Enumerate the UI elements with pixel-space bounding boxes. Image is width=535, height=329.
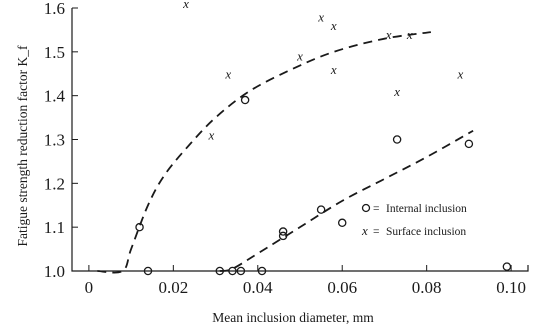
y-tick-label: 1.0 bbox=[44, 262, 65, 281]
internal-inclusion-point bbox=[135, 222, 144, 232]
legend-surface-label: Surface inclusion bbox=[386, 226, 466, 238]
x-tick-label: 0.04 bbox=[243, 278, 273, 297]
internal-inclusion-point bbox=[464, 139, 474, 149]
y-axis-title: Fatigue strength reduction factor K_f bbox=[15, 45, 30, 246]
axis-ticks: 1.0 1.1 1.2 1.3 1.4 1.5 1.6 0 0.02 0.04 0.06 0.08 0.… bbox=[44, 0, 526, 297]
surface-inclusion-point: x bbox=[317, 9, 324, 24]
internal-inclusion-point bbox=[215, 266, 225, 276]
surface-inclusion-point: x bbox=[406, 27, 413, 42]
x-axis-title: Mean inclusion diameter, mm bbox=[212, 310, 374, 325]
internal-inclusion-point bbox=[392, 135, 402, 144]
surface-inclusion-point: x bbox=[207, 128, 214, 143]
x-tick-label: 0 bbox=[85, 278, 94, 297]
y-tick-label: 1.1 bbox=[44, 218, 65, 237]
internal-inclusion-point bbox=[240, 95, 250, 105]
x-tick-label: 0.10 bbox=[496, 278, 526, 297]
internal-inclusion-point bbox=[278, 227, 288, 236]
legend-surface-equals: = bbox=[373, 226, 380, 238]
legend-internal-marker bbox=[361, 203, 371, 213]
y-tick-label: 1.2 bbox=[44, 174, 65, 193]
internal-inclusion-point bbox=[143, 266, 153, 276]
trend-curve bbox=[219, 129, 474, 272]
internal-inclusion-point bbox=[316, 205, 326, 214]
trend-curves bbox=[97, 31, 474, 274]
surface-inclusion-point: x bbox=[330, 18, 337, 33]
y-tick-label: 1.6 bbox=[44, 0, 65, 18]
internal-inclusion-point bbox=[236, 266, 246, 276]
trend-curve bbox=[97, 31, 432, 274]
internal-inclusion-point bbox=[502, 262, 512, 271]
surface-inclusion-point: x bbox=[457, 66, 464, 81]
surface-inclusion-point: x bbox=[224, 66, 231, 81]
surface-inclusion-point: x bbox=[182, 0, 189, 11]
legend-surface-marker: x bbox=[361, 223, 368, 238]
legend-internal-equals: = bbox=[373, 203, 380, 215]
y-tick-label: 1.3 bbox=[44, 131, 65, 150]
surface-inclusion-point: x bbox=[330, 62, 337, 77]
x-tick-label: 0.02 bbox=[158, 278, 188, 297]
x-tick-label: 0.08 bbox=[412, 278, 442, 297]
legend-internal-label: Internal inclusion bbox=[386, 203, 467, 215]
y-tick-label: 1.5 bbox=[44, 43, 65, 62]
x-tick-label: 0.06 bbox=[327, 278, 357, 297]
internal-inclusion-point bbox=[228, 266, 237, 276]
internal-inclusion-point bbox=[278, 231, 288, 241]
internal-inclusion-point bbox=[257, 266, 267, 276]
internal-inclusion-point bbox=[337, 218, 347, 228]
y-tick-label: 1.4 bbox=[44, 87, 66, 106]
surface-inclusion-point: x bbox=[385, 27, 392, 42]
surface-inclusion-point: x bbox=[296, 49, 303, 64]
legend: = Internal inclusion x = Surface inclusi… bbox=[361, 203, 467, 238]
surface-inclusion-point: x bbox=[393, 84, 400, 99]
